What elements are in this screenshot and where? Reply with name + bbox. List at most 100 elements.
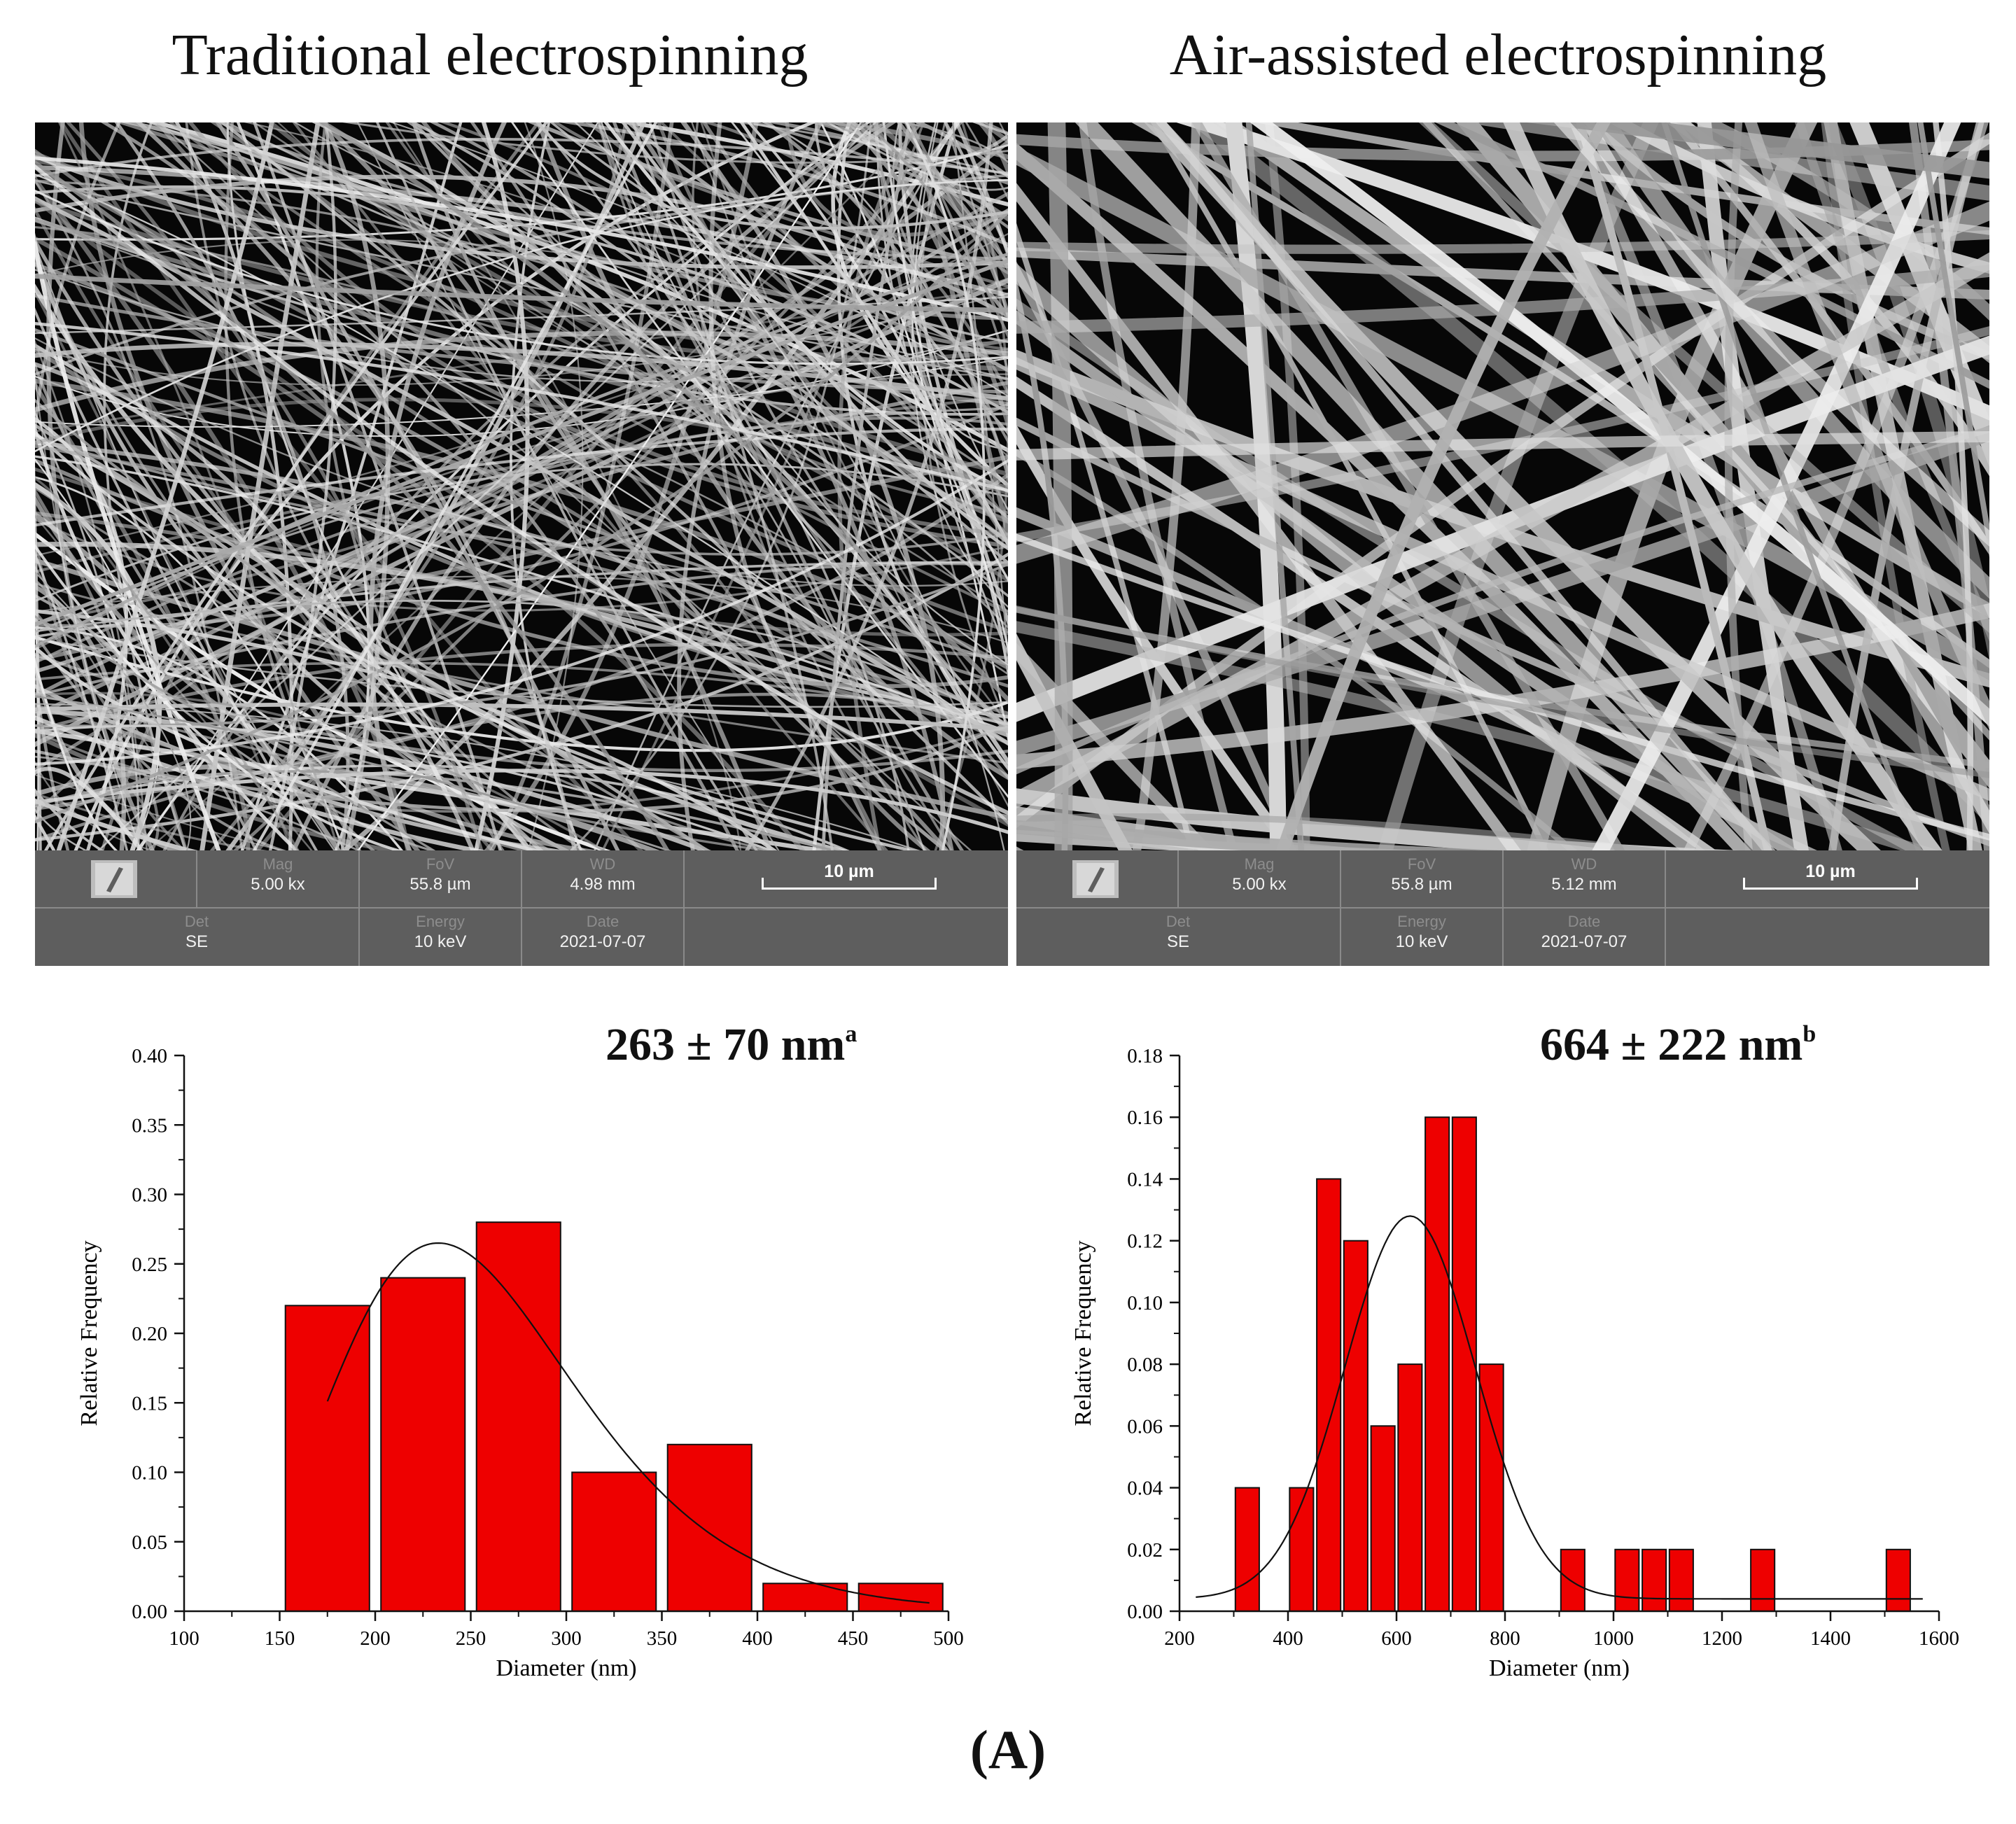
fibre	[35, 258, 1008, 627]
fibre	[1016, 265, 1989, 334]
fibre	[1418, 122, 1989, 633]
fibre	[1016, 820, 1506, 850]
y-tick-label: 0.16	[1127, 1107, 1163, 1129]
fibre	[1016, 788, 1740, 850]
fibre	[293, 122, 1008, 379]
fibre	[318, 122, 1008, 703]
x-tick-label: 600	[1381, 1627, 1412, 1650]
fibre	[35, 788, 104, 850]
fibre	[35, 661, 1008, 726]
x-tick-label: 1000	[1593, 1627, 1634, 1650]
sem-panel-traditional: Mag 5.00 kx FoV 55.8 µm WD 4.98 mm 10 µm De…	[35, 122, 1008, 966]
fibre	[559, 122, 1008, 247]
fibre	[1554, 122, 1989, 547]
title-traditional: Traditional electrospinning	[172, 22, 808, 87]
x-axis-label: Diameter (nm)	[1489, 1655, 1630, 1681]
fibre	[35, 428, 1008, 527]
fov-field: FoV 55.8 µm	[1341, 850, 1504, 908]
fibre	[35, 294, 1008, 394]
fibre	[35, 755, 361, 850]
fibre	[43, 122, 549, 850]
fibre	[944, 122, 1008, 321]
mag-field: Mag 5.00 kx	[197, 850, 360, 908]
fibre	[965, 122, 1008, 201]
fibre	[766, 122, 1008, 185]
y-tick-label: 0.40	[132, 1045, 167, 1067]
fibre	[35, 766, 144, 850]
sem-panel-air-assisted: Mag 5.00 kx FoV 55.8 µm WD 5.12 mm 10 µm De…	[1016, 122, 1989, 966]
fibre	[35, 773, 285, 850]
fibre	[1016, 426, 1989, 775]
fibre	[1016, 230, 1989, 254]
histogram-bar	[1424, 1116, 1450, 1612]
fibre	[597, 122, 1008, 780]
fibre	[35, 175, 411, 850]
fibre	[375, 122, 758, 850]
x-axis-label: Diameter (nm)	[496, 1655, 636, 1681]
fibre	[421, 122, 1008, 407]
sem-image-traditional	[35, 122, 1008, 850]
fibre	[574, 122, 1005, 850]
fibre	[585, 122, 1008, 547]
x-tick-label: 150	[265, 1627, 295, 1650]
histogram-traditional: 100 150 200 250 300 350 400 450 500 0.00 0.05 0.10 0…	[76, 1045, 964, 1681]
y-tick-label: 0.15	[132, 1392, 167, 1415]
histogram-bar	[571, 1471, 657, 1612]
wd-field: WD 4.98 mm	[522, 850, 685, 908]
y-tick-label: 0.05	[132, 1531, 167, 1554]
mean-diameter-air-assisted: 664 ± 222 nmb	[1540, 1019, 1816, 1070]
fibre	[356, 122, 780, 850]
fibre	[821, 122, 911, 850]
fibre	[35, 164, 1008, 815]
mean-diameter-traditional: 263 ± 70 nma	[606, 1019, 858, 1070]
y-axis-label: Relative Frequency	[76, 1240, 102, 1426]
fibre	[322, 122, 391, 850]
histogram-bar	[1451, 1116, 1477, 1612]
y-tick-label: 0.02	[1127, 1539, 1163, 1562]
fibre	[732, 122, 1008, 176]
fibre	[593, 122, 958, 850]
fibre	[35, 760, 156, 850]
fibre	[1150, 122, 1549, 850]
fibre	[35, 486, 775, 850]
x-tick-label: 450	[838, 1627, 869, 1650]
fibre	[761, 122, 1008, 472]
fibre	[35, 236, 806, 850]
fibre	[872, 122, 1008, 285]
y-tick-label: 0.14	[1127, 1168, 1163, 1191]
fibre	[1016, 430, 1989, 461]
x-tick-label: 500	[933, 1627, 964, 1650]
microscope-logo-icon	[1072, 860, 1119, 898]
fibre	[744, 122, 993, 850]
fibre	[35, 463, 42, 850]
fibre	[35, 164, 1008, 298]
fibre	[978, 122, 1008, 144]
fibre	[35, 813, 56, 850]
histogram-bar	[1289, 1487, 1315, 1612]
fibre	[615, 122, 1008, 207]
y-tick-label: 0.08	[1127, 1354, 1163, 1376]
fibre	[1016, 252, 1989, 809]
fibre	[550, 122, 1008, 344]
fibre	[35, 189, 1008, 365]
fibre	[1016, 533, 1989, 841]
fibre	[135, 122, 578, 850]
y-tick-label: 0.35	[132, 1114, 167, 1137]
histogram-bar	[858, 1583, 944, 1612]
fibre	[292, 122, 888, 850]
fibre	[35, 209, 1008, 824]
y-tick-label: 0.04	[1127, 1478, 1163, 1500]
fibre	[553, 122, 1008, 288]
fibre	[1724, 122, 1753, 850]
fibre	[612, 122, 965, 850]
fibre	[35, 463, 1008, 603]
sem-image-air-assisted	[1016, 122, 1989, 850]
fibre	[35, 274, 1008, 313]
fibre	[1016, 201, 1989, 564]
y-tick-label: 0.00	[132, 1601, 167, 1623]
histogram-bar	[1397, 1363, 1423, 1612]
fibre	[35, 321, 1008, 493]
fibre	[1016, 262, 1705, 850]
histogram-bar	[1614, 1548, 1640, 1612]
fibre	[35, 416, 129, 850]
